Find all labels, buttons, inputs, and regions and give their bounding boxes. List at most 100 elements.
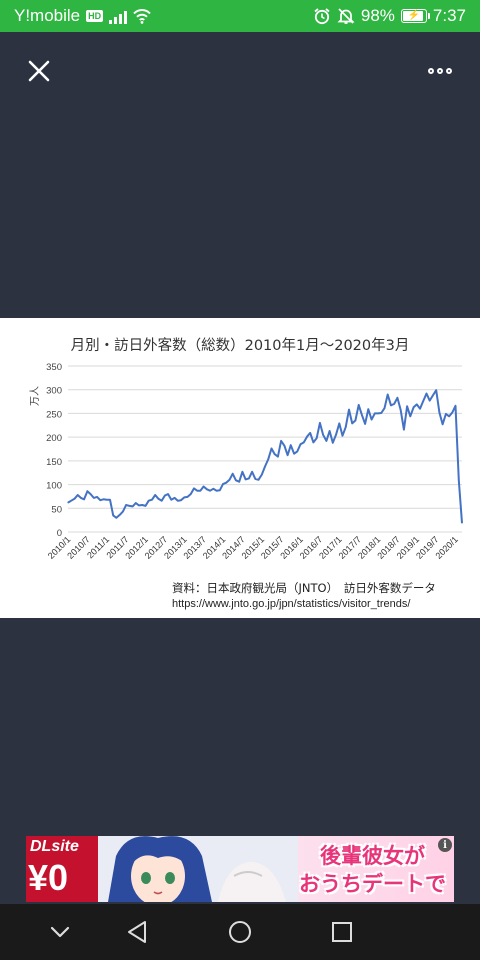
ad-brand-panel: DLsite ¥0 <box>26 836 98 902</box>
data-point <box>73 498 76 500</box>
data-point <box>400 409 402 411</box>
data-point <box>232 473 234 475</box>
data-point <box>180 499 182 501</box>
ad-headline-line-2: おうちデートで <box>299 872 446 896</box>
home-button[interactable] <box>224 916 256 948</box>
data-point <box>177 500 179 502</box>
back-icon <box>128 921 146 943</box>
chart-source: 資料：日本政府観光局（JNTO） 訪日外客数データ <box>172 581 436 595</box>
data-point <box>138 504 140 506</box>
data-point <box>416 403 418 405</box>
data-point <box>367 408 369 410</box>
y-axis-label: 万人 <box>29 386 41 406</box>
battery-percent: 98% <box>360 6 395 25</box>
more-options-button[interactable] <box>422 58 458 84</box>
data-point <box>170 499 172 501</box>
collapse-button[interactable] <box>44 916 76 948</box>
data-point <box>335 434 337 436</box>
alarm-icon <box>314 8 330 25</box>
y-tick-label: 50 <box>51 504 62 515</box>
more-options-icon <box>428 68 434 74</box>
data-point <box>80 497 82 499</box>
data-point <box>341 435 344 437</box>
navigation-bar <box>0 904 480 960</box>
data-point <box>309 432 311 434</box>
data-point <box>290 444 292 446</box>
data-point <box>151 499 153 501</box>
ad-info-button[interactable]: i <box>438 838 452 852</box>
data-point <box>287 454 289 456</box>
data-point <box>283 445 285 447</box>
data-point <box>167 493 169 495</box>
more-options-icon <box>446 68 452 74</box>
data-point <box>445 413 447 415</box>
data-point <box>235 479 237 481</box>
data-point <box>296 450 298 452</box>
back-button[interactable] <box>122 916 154 948</box>
data-point <box>409 415 411 417</box>
data-point <box>212 488 214 490</box>
data-point <box>199 490 201 492</box>
data-point <box>422 400 424 402</box>
data-point <box>225 482 227 484</box>
close-button[interactable] <box>24 56 54 86</box>
data-point <box>429 400 431 402</box>
data-point <box>241 471 243 473</box>
data-point <box>102 498 105 500</box>
y-tick-label: 200 <box>46 433 62 444</box>
data-point <box>132 505 134 507</box>
data-point <box>125 504 127 506</box>
data-point <box>458 479 460 481</box>
data-point <box>345 426 347 428</box>
status-right: 98% ⚡ 7:37 <box>313 6 466 26</box>
data-point <box>245 478 247 480</box>
recents-icon <box>332 922 352 942</box>
data-point <box>354 419 356 422</box>
data-point <box>96 496 98 498</box>
data-point <box>303 441 305 443</box>
status-bar: Y!mobile HD 98% ⚡ 7:37 <box>0 0 480 32</box>
data-point <box>403 429 405 431</box>
data-point <box>115 517 117 519</box>
data-point <box>228 479 231 481</box>
recents-button[interactable] <box>326 916 358 948</box>
data-point <box>86 490 88 492</box>
data-point <box>219 489 221 491</box>
data-point <box>406 405 408 407</box>
y-tick-label: 150 <box>46 457 62 468</box>
data-point <box>109 499 111 501</box>
chart-image[interactable]: 月別・訪日外客数（総数）2010年1月～2020年3月 0 50 100 150 200… <box>0 318 480 618</box>
data-point <box>254 478 256 480</box>
data-point <box>306 436 308 438</box>
data-point <box>186 496 189 498</box>
clock: 7:37 <box>432 6 466 25</box>
data-point <box>371 419 373 421</box>
data-point <box>332 442 334 444</box>
data-point <box>425 392 428 395</box>
data-point <box>393 403 395 405</box>
data-point <box>190 493 192 495</box>
data-point <box>257 479 260 481</box>
carrier-name: Y!mobile <box>14 6 81 25</box>
data-point <box>274 453 276 455</box>
data-point <box>90 493 92 495</box>
data-point <box>83 498 85 500</box>
data-point <box>438 411 440 414</box>
data-point <box>358 404 360 406</box>
data-point <box>348 409 350 411</box>
data-point <box>222 483 224 485</box>
data-point <box>248 477 250 479</box>
ad-banner[interactable]: DLsite ¥0 後輩彼女が おうちデートで i <box>26 836 454 902</box>
home-icon <box>229 921 251 943</box>
chart-title: 月別・訪日外客数（総数）2010年1月～2020年3月 <box>70 338 410 354</box>
charging-icon: ⚡ <box>407 10 421 21</box>
data-point <box>264 465 266 468</box>
data-point <box>154 494 156 496</box>
data-point <box>196 490 198 492</box>
y-tick-label: 0 <box>57 528 62 539</box>
y-tick-label: 250 <box>46 409 62 420</box>
data-point <box>93 497 95 499</box>
signal-icon <box>109 8 128 24</box>
data-point <box>396 397 398 399</box>
data-point <box>128 505 130 507</box>
